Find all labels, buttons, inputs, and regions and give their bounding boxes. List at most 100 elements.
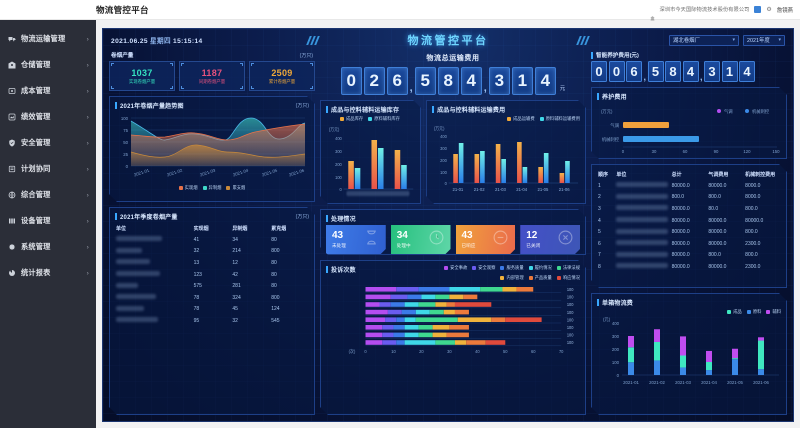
grid-icon[interactable] [754, 6, 762, 13]
table-row[interactable]: 2 800.0 800.0 8000.0 [597, 192, 781, 204]
gear-icon[interactable]: ⚙ [766, 6, 772, 13]
bar-segment [388, 310, 402, 315]
table-row[interactable]: 32 214 800 [115, 246, 309, 258]
sidebar-item-label: 仓储管理 [21, 60, 51, 69]
sidebar-item-system[interactable]: 系统管理 › [0, 234, 96, 260]
table-row[interactable]: 7 80000.0 800.0 800.0 [597, 250, 781, 262]
bar-segment [449, 325, 469, 330]
stacked-bar-segment [628, 362, 634, 375]
bar-segment [366, 302, 380, 307]
axis-tick: 2021-06 [753, 380, 769, 385]
kpi-card[interactable]: 1187 同期卷烟产量 [179, 61, 245, 91]
kpi-card[interactable]: 2509 累计卷烟产量 [249, 61, 315, 91]
status-card[interactable]: 12 已关闭 [520, 225, 580, 255]
legend-item[interactable]: 实现烟 [179, 185, 198, 191]
legend-item[interactable]: 辅料 [766, 309, 781, 315]
sidebar-item-warehouse[interactable]: 仓储管理 › [0, 52, 96, 78]
sidebar-item-device[interactable]: 设备管理 › [0, 208, 96, 234]
svg-text:50: 50 [123, 140, 128, 145]
status-value: 34 [396, 230, 408, 241]
bar-value-label: 100 [567, 332, 574, 337]
sidebar-item-plan-collaboration[interactable]: 计划协同 › [0, 156, 96, 182]
table-row[interactable]: 41 34 80 [115, 234, 309, 246]
legend-item[interactable]: 履约情况 [529, 265, 552, 271]
legend-item[interactable]: 响应情况 [557, 275, 580, 281]
table-cell: 80000.0 [671, 263, 690, 270]
legend-item[interactable]: 产品质量 [529, 275, 552, 281]
legend-item[interactable]: 异制烟 [203, 185, 222, 191]
sidebar-item-cost[interactable]: 成本管理 › [0, 78, 96, 104]
year-select[interactable]: 2021年度 ▾ [743, 34, 785, 46]
legend-item[interactable]: 原料 [747, 309, 762, 315]
table-cell: 80000.0 [671, 182, 690, 189]
status-value: 12 [526, 230, 538, 241]
panel-title-bar: 成品与控料辅料运输库存 [326, 105, 415, 114]
sidebar-item-statistics-report[interactable]: 统计报表 › [0, 260, 96, 286]
column-header: 单位 [116, 226, 127, 232]
table-row[interactable]: 8 80000.0 80000.0 2300.0 [597, 261, 781, 273]
user-name[interactable]: 詹镜燕 [776, 7, 793, 14]
legend-item[interactable]: 原料辅料运输费用 [540, 116, 580, 122]
panel-title-bar: 养护费用 [597, 92, 781, 101]
table-row[interactable]: 78 324 800 [115, 292, 309, 304]
bar-segment [419, 287, 450, 292]
table-row[interactable]: 123 42 80 [115, 269, 309, 281]
bar-segment [419, 302, 436, 307]
inventory-legend: 成品库存 原料辅料库存 [340, 116, 415, 122]
axis-tick: 2021-02 [649, 380, 665, 385]
table-row[interactable]: 5 80000.0 80000.0 800.0 [597, 226, 781, 238]
table-cell: 80000.0 [708, 263, 727, 270]
factory-select[interactable]: 湖北卷烟厂 ▾ [669, 34, 739, 46]
table-cell: 80000.0 [708, 240, 727, 247]
legend-item[interactable]: 安全观察 [472, 265, 495, 271]
table-row[interactable]: 13 12 80 [115, 257, 309, 269]
legend-item[interactable]: 成品 [727, 309, 742, 315]
legend-item[interactable]: 服务质量 [500, 265, 523, 271]
table-row[interactable]: 4 80000.0 80000.0 80000.0 [597, 215, 781, 227]
redacted-text [116, 236, 162, 241]
svg-text:21-03: 21-03 [495, 187, 506, 192]
redacted-text [616, 229, 668, 234]
svg-text:200: 200 [335, 162, 342, 167]
sidebar-item-comprehensive[interactable]: 综合管理 › [0, 182, 96, 208]
sidebar-item-logistics-transport[interactable]: 物流运输管理 › [0, 26, 96, 52]
table-row[interactable]: 6 80000.0 80000.0 2300.0 [597, 238, 781, 250]
table-row[interactable]: 95 32 545 [115, 315, 309, 327]
bar-segment [385, 317, 396, 322]
table-row[interactable]: 3 80000.0 80.0 800.0 [597, 203, 781, 215]
svg-text:2021-03: 2021-03 [199, 168, 216, 178]
bar-segment [405, 325, 419, 330]
unit-logistics-svg: 400 300 200 100 0 (元) 2021-01 2021-02 2021-03 202… [597, 315, 781, 393]
bar-segment [379, 302, 390, 307]
table-cell: 80000.0 [671, 252, 690, 259]
legend-item[interactable]: 法律法规 [557, 265, 580, 271]
legend-item[interactable]: 成品运输费 [507, 116, 534, 122]
axis-tick: 50 [503, 349, 508, 354]
legend-item[interactable]: 成品库存 [340, 116, 363, 122]
kpi-card[interactable]: 1037 实现卷烟产量 [109, 61, 175, 91]
chevron-right-icon: › [86, 113, 89, 121]
bar-segment [382, 333, 393, 338]
table-row[interactable]: 1 80000.0 80000.0 8000.0 [597, 180, 781, 192]
legend-item[interactable]: 内部管理 [500, 275, 523, 281]
status-card[interactable]: 43 未处理 [326, 225, 386, 255]
legend-item[interactable]: 安全事故 [444, 265, 467, 271]
status-card[interactable]: 43 已响应 [456, 225, 516, 255]
table-row[interactable]: 575 281 80 [115, 280, 309, 292]
app-title: 物流管控平台 [96, 4, 149, 15]
odometer-digit: 1 [511, 67, 533, 95]
svg-text:2021-06: 2021-06 [288, 168, 305, 178]
complaints-svg: 100 100 100 100 100 100 100 100 (次) 0 10 20 30 40 50 60… [326, 283, 580, 359]
odometer-unit: 元 [559, 86, 566, 92]
unit-cell [115, 234, 193, 246]
sidebar-item-safety[interactable]: 安全管理 › [0, 130, 96, 156]
chevron-right-icon: › [86, 191, 89, 199]
legend-item[interactable]: 累支烟 [226, 185, 245, 191]
legend-label: 履约情况 [534, 265, 552, 270]
status-card[interactable]: 34 处理中 [391, 225, 451, 255]
legend-item[interactable]: 原料辅料库存 [368, 116, 400, 122]
table-cell: 12 [232, 259, 238, 266]
table-row[interactable]: 78 45 124 [115, 304, 309, 316]
sidebar-item-performance[interactable]: 绩效管理 › [0, 104, 96, 130]
table-header-row: 单位 实现烟 异制烟 累克烟 [115, 223, 309, 234]
